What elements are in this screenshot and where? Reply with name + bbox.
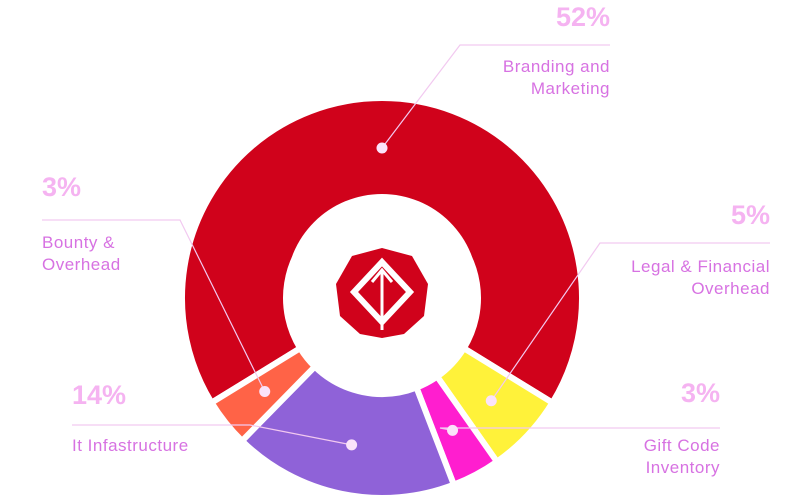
category-label: Legal & Financial Overhead	[631, 257, 770, 298]
marker-dot	[447, 424, 459, 436]
marker-dot	[259, 386, 271, 398]
leader-line	[72, 424, 352, 446]
logo	[336, 248, 428, 338]
percent-label: 3%	[42, 172, 82, 202]
category-label: Branding and Marketing	[502, 57, 610, 98]
leader-line	[490, 242, 770, 402]
percent-label: 5%	[730, 200, 770, 230]
marker-dot	[346, 439, 358, 451]
logo-arrow	[370, 267, 394, 330]
percent-label: 3%	[680, 378, 720, 408]
donut-slice	[237, 362, 458, 500]
marker-dot	[376, 142, 388, 154]
category-label: It Infastructure	[72, 436, 189, 455]
percent-label: 52%	[555, 2, 610, 32]
category-label: Bounty & Overhead	[42, 233, 121, 274]
percent-label: 14%	[72, 380, 127, 410]
leader-line	[381, 44, 610, 149]
leader-line	[42, 219, 266, 392]
category-label: Gift Code Inventory	[643, 436, 720, 477]
marker-dot	[485, 395, 497, 407]
